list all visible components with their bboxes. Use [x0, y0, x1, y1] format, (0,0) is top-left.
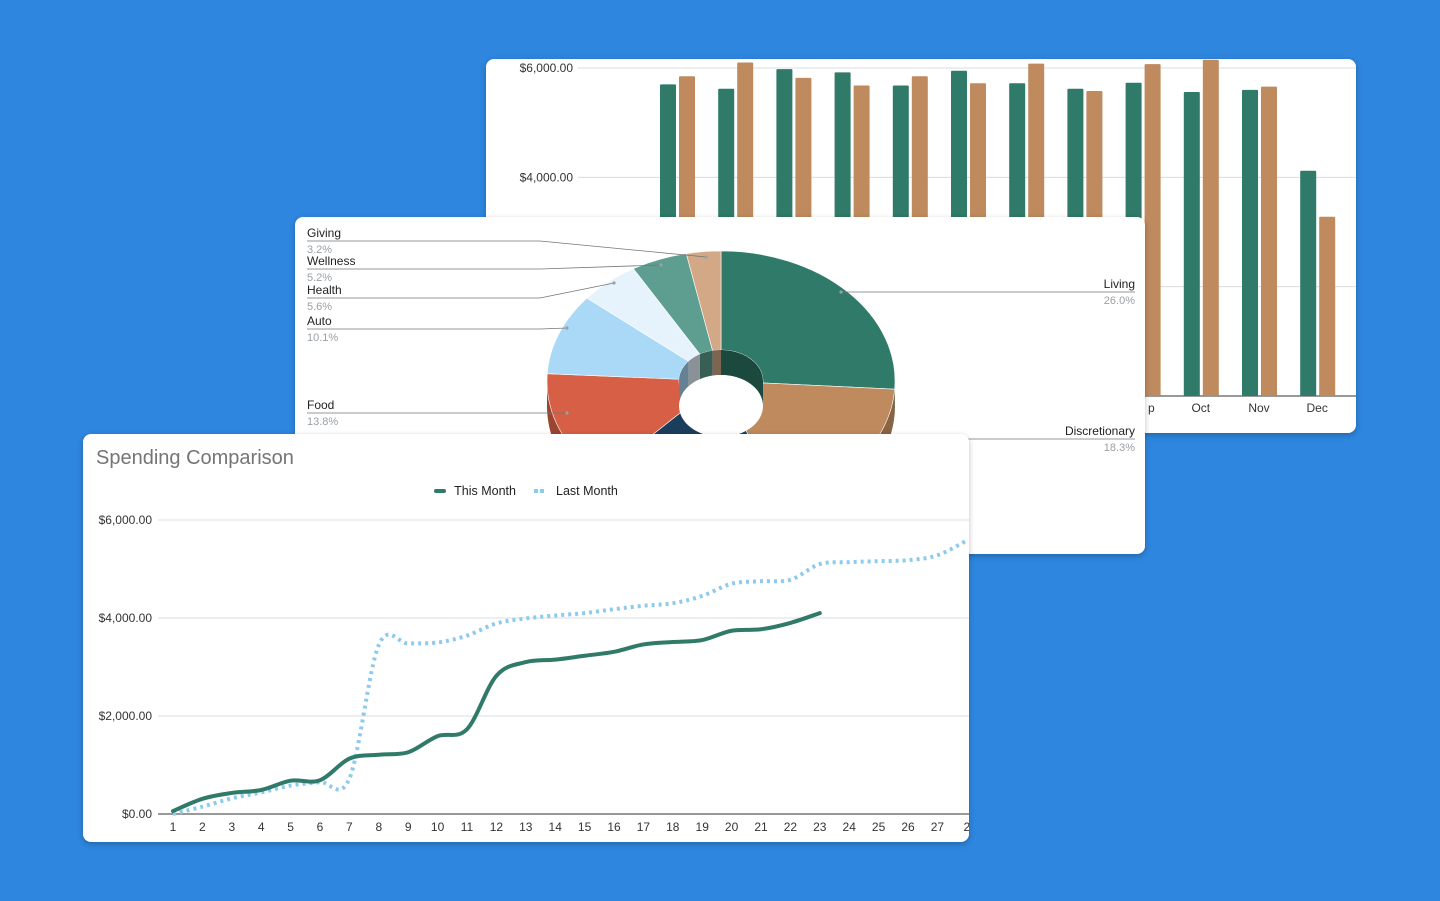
bar-nov-this-year	[1242, 89, 1258, 396]
y-tick-label: $4,000.00	[520, 170, 574, 184]
x-tick-label: 23	[813, 820, 827, 834]
x-tick-label: p	[1148, 401, 1155, 415]
x-tick-label: 9	[405, 820, 412, 834]
x-tick-label: 11	[461, 820, 474, 834]
pie-leader-dot	[612, 281, 616, 285]
pie-label-living: Living 26.0%	[839, 277, 1135, 307]
pie-label-wellness: Wellness 5.2%	[307, 254, 663, 284]
pie-label-percent: 5.2%	[307, 272, 332, 284]
pie-hole-wall	[712, 350, 721, 376]
x-tick-label: 26	[901, 820, 915, 834]
x-tick-label: Dec	[1307, 401, 1328, 415]
x-tick-label: 24	[843, 820, 857, 834]
pie-label-percent: 26.0%	[1104, 295, 1135, 307]
pie-hole-wall	[688, 354, 700, 387]
pie-leader-dot	[659, 263, 663, 267]
pie-leader-dot	[704, 255, 708, 259]
x-tick-label: Oct	[1191, 401, 1210, 415]
chart-legend: This Month Last Month	[83, 484, 969, 498]
y-tick-label: $2,000.00	[99, 709, 153, 723]
pie-leader-dot	[565, 326, 569, 330]
y-tick-label: $6,000.00	[99, 513, 153, 527]
spending-comparison-card: Spending Comparison This Month Last Mont…	[83, 434, 969, 842]
pie-leader-dot	[839, 290, 843, 294]
spending-line-chart: $6,000.00$4,000.00$2,000.00$0.001 2 3 4 5 6 7 8…	[99, 513, 969, 834]
x-tick-label: Nov	[1248, 401, 1269, 415]
series-line-this-month	[171, 611, 822, 814]
pie-hole-wall	[721, 350, 763, 406]
pie-label-name: Wellness	[307, 254, 355, 268]
x-tick-label: 19	[696, 820, 710, 834]
bar-dec-this-year	[1300, 170, 1317, 396]
pie-leader-line	[307, 264, 662, 270]
x-tick-label: 2	[963, 820, 969, 834]
x-tick-label: 22	[784, 820, 798, 834]
legend-item-last-month[interactable]: Last Month	[534, 484, 618, 498]
x-tick-label: 6	[317, 820, 324, 834]
pie-label-name: Discretionary	[1065, 424, 1135, 438]
x-tick-label: 21	[754, 820, 768, 834]
x-tick-label: 15	[578, 820, 592, 834]
pie-hole-wall	[699, 350, 713, 380]
pie-label-food: Food 13.8%	[307, 398, 569, 428]
x-tick-label: 14	[549, 820, 563, 834]
pie-label-percent: 5.6%	[307, 301, 332, 313]
bar-dec-last-year	[1319, 216, 1336, 396]
pie-label-name: Food	[307, 398, 334, 412]
pie-label-percent: 10.1%	[307, 332, 338, 344]
x-tick-label: 10	[431, 820, 445, 834]
y-tick-label: $4,000.00	[99, 611, 153, 625]
bar-oct-last-year	[1202, 59, 1219, 397]
pie-leader-dot	[565, 411, 569, 415]
pie-label-name: Health	[307, 283, 342, 297]
x-tick-label: 13	[519, 820, 533, 834]
x-tick-label: 16	[607, 820, 621, 834]
x-tick-label: 7	[346, 820, 353, 834]
pie-label-percent: 13.8%	[307, 416, 338, 428]
x-tick-label: 20	[725, 820, 739, 834]
y-tick-label: $6,000.00	[520, 61, 574, 75]
legend-item-this-month[interactable]: This Month	[434, 484, 516, 498]
x-tick-label: 2	[199, 820, 206, 834]
x-tick-label: 8	[375, 820, 382, 834]
legend-swatch-last-month	[534, 489, 548, 493]
pie-leader-line	[307, 327, 568, 330]
y-tick-label: $0.00	[122, 807, 152, 821]
x-tick-label: 27	[931, 820, 945, 834]
x-tick-label: 25	[872, 820, 886, 834]
chart-title: Spending Comparison	[96, 447, 294, 469]
x-tick-label: 3	[228, 820, 235, 834]
x-tick-label: 18	[666, 820, 680, 834]
pie-label-giving: Giving 3.2%	[307, 226, 708, 259]
legend-label-last-month: Last Month	[556, 484, 618, 498]
x-tick-label: 4	[258, 820, 265, 834]
bar-sep-last-year	[1144, 64, 1161, 396]
x-tick-label: 1	[170, 820, 177, 834]
pie-label-name: Living	[1104, 277, 1135, 291]
pie-hole-wall	[679, 361, 689, 405]
pie-label-auto: Auto 10.1%	[307, 314, 569, 344]
x-tick-label: 17	[637, 820, 651, 834]
x-tick-label: 5	[287, 820, 294, 834]
series-line-last-month	[172, 538, 968, 816]
bar-oct-this-year	[1183, 92, 1200, 396]
pie-label-percent: 3.2%	[307, 244, 332, 256]
pie-label-health: Health 5.6%	[307, 281, 616, 313]
legend-swatch-this-month	[434, 489, 447, 493]
pie-leader-line	[307, 240, 707, 258]
pie-label-percent: 18.3%	[1104, 442, 1135, 454]
pie-leader-line	[307, 282, 615, 299]
legend-label-this-month: This Month	[454, 484, 516, 498]
pie-hole	[679, 375, 763, 437]
bar-nov-last-year	[1261, 86, 1277, 396]
pie-label-name: Auto	[307, 314, 332, 328]
x-tick-label: 12	[490, 820, 504, 834]
pie-label-name: Giving	[307, 226, 341, 240]
